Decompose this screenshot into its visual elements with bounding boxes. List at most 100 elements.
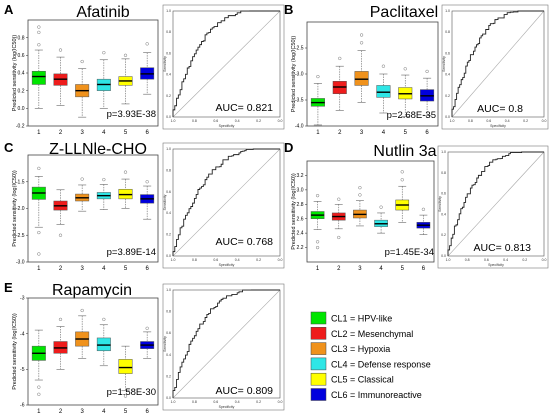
outlier-point [37, 43, 41, 47]
roc-x-tick-label: 0.2 [523, 119, 528, 123]
roc-x-tick-label: 0.2 [256, 119, 261, 123]
roc-x-tick-label: 0.8 [192, 258, 197, 262]
plot-frame [306, 160, 435, 263]
roc-x-tick-label: 1.0 [171, 258, 176, 262]
roc-y-tick-label: 0.6 [441, 192, 446, 196]
roc-y-tick-label: 0.8 [166, 168, 171, 172]
box-3: 3 [353, 186, 367, 272]
outlier-point [37, 166, 41, 171]
x-tick-label: 4 [102, 130, 106, 136]
outlier-point [37, 252, 41, 256]
drug-title: Z-LLNle-CHO [49, 141, 147, 158]
x-tick-label: 5 [404, 130, 408, 136]
outlier-point [123, 394, 128, 398]
box-2: 2 [53, 317, 68, 414]
legend-label: CL1 = HPV-like [331, 314, 392, 324]
box-1: 1 [31, 25, 46, 136]
y-tick-label: 2.8 [297, 202, 304, 208]
outlier-point [379, 205, 383, 209]
roc-x-tick-label: 0.0 [278, 119, 283, 123]
outlier-point [123, 170, 128, 174]
x-tick-label: 1 [316, 130, 320, 136]
roc-x-tick-label: 1.0 [171, 400, 176, 404]
roc-x-tick-label: 0.0 [278, 400, 283, 404]
box-5: 5 [395, 170, 410, 272]
outlier-point [403, 67, 407, 71]
roc-x-tick-label: 0.6 [484, 258, 489, 262]
roc-axes [451, 10, 545, 118]
roc-y-tick-label: 1.0 [166, 147, 171, 151]
y-tick-label: 0.4 [18, 71, 25, 77]
panel-label: D [284, 140, 293, 155]
outlier-point [381, 64, 386, 68]
roc-curve-plot: 1.0 0.8 0.6 0.4 0.2 0.0 0.0 0.2 0.4 0.6 0.8 1.0 Spec… [437, 145, 549, 269]
roc-y-label: Sensitivity [442, 56, 446, 72]
box-body [354, 71, 369, 86]
roc-x-tick-label: 0.4 [235, 400, 240, 404]
roc-y-label: Sensitivity [438, 196, 442, 212]
outlier-point [58, 233, 63, 237]
box-2: 2 [331, 197, 346, 272]
drug-title: Paclitaxel [370, 4, 438, 21]
roc-line [172, 289, 280, 398]
legend-label: CL4 = Defense response [331, 359, 431, 369]
x-tick-label: 6 [145, 130, 149, 136]
x-tick-label: 4 [102, 266, 106, 272]
roc-x-tick-label: 0.4 [235, 119, 240, 123]
y-tick-label: -5 [20, 367, 25, 373]
p-value: p=1.58E-30 [107, 387, 156, 398]
roc-y-tick-label: 0.2 [445, 94, 450, 98]
x-tick-label: 5 [124, 409, 128, 414]
auc-value: AUC= 0.821 [216, 102, 274, 114]
box-6: 6 [416, 207, 431, 272]
outlier-point [400, 178, 404, 182]
boxplot: -6 -5 -4 -3 Predicted sensitivity (log(IC50)… [12, 296, 159, 414]
roc-x-tick-label: 0.4 [235, 258, 240, 262]
outlier-point [338, 56, 342, 61]
y-tick-label: -1.5 [16, 179, 25, 185]
roc-y-tick-label: 0.2 [166, 374, 171, 378]
y-tick-label: 0.8 [18, 35, 25, 41]
box-3: 3 [354, 33, 369, 136]
y-axis-label: Predicted sensitivity (log(IC50)) [12, 35, 18, 112]
x-tick-label: 6 [145, 409, 149, 414]
plot-frame [27, 154, 159, 263]
box-3: 3 [75, 177, 90, 272]
auc-value: AUC= 0.809 [216, 385, 274, 397]
outlier-point [315, 193, 320, 198]
x-tick-label: 3 [360, 130, 364, 136]
outlier-point [359, 33, 364, 37]
y-axis-label: Predicted sensitivity (log(IC50)) [12, 313, 18, 390]
y-tick-label: -6 [20, 403, 25, 409]
legend-label: CL2 = Mesenchymal [331, 329, 413, 339]
drug-title: Nutlin 3a [373, 143, 436, 160]
y-axis-label: Predicted sensitivity (log(IC50)) [12, 170, 18, 247]
x-tick-label: 1 [37, 130, 41, 136]
roc-y-tick-label: 0.6 [445, 51, 450, 55]
roc-curve-plot: 1.0 0.8 0.6 0.4 0.2 0.0 0.0 0.2 0.4 0.6 0.8 1.0 Spec… [162, 4, 285, 130]
x-tick-label: 2 [59, 130, 63, 136]
roc-y-tick-label: 0.6 [166, 331, 171, 335]
box-5: 5 [118, 170, 133, 272]
x-tick-label: 4 [382, 130, 386, 136]
roc-curve-plot: 1.0 0.8 0.6 0.4 0.2 0.0 0.0 0.2 0.4 0.6 0.8 1.0 Spec… [162, 142, 285, 269]
legend-swatch [310, 311, 327, 325]
roc-y-tick-label: 1.0 [445, 9, 450, 13]
roc-line [172, 10, 280, 117]
roc-x-tick-label: 0.6 [213, 400, 218, 404]
roc-diagonal [172, 289, 281, 399]
x-tick-label: 1 [37, 266, 41, 272]
legend-swatch [310, 357, 327, 371]
roc-x-tick-label: 0.2 [256, 400, 261, 404]
legend: CL1 = HPV-like CL2 = Mesenchymal CL3 = Hyp… [310, 311, 431, 401]
outlier-point [37, 25, 41, 29]
y-tick-label: 2.6 [297, 216, 304, 222]
roc-x-tick-label: 0.0 [542, 119, 547, 123]
roc-y-tick-label: 0.0 [166, 254, 171, 258]
roc-line [451, 10, 544, 117]
x-tick-label: 5 [124, 266, 128, 272]
outlier-point [359, 41, 364, 45]
roc-y-tick-label: 0.4 [441, 212, 446, 216]
